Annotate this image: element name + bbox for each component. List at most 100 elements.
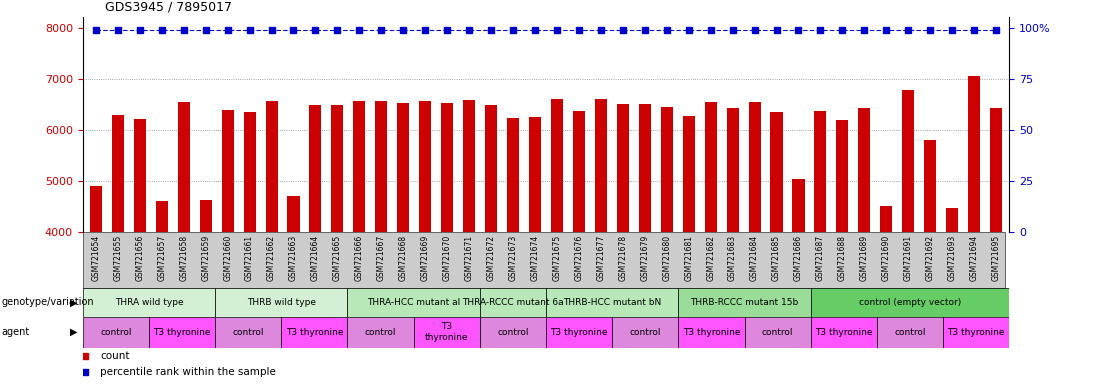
- Bar: [727, 108, 739, 232]
- Text: THRB-HCC mutant bN: THRB-HCC mutant bN: [563, 298, 662, 307]
- Text: count: count: [100, 351, 129, 361]
- Bar: [880, 206, 892, 232]
- Bar: [310, 105, 321, 232]
- Text: GSM721674: GSM721674: [531, 235, 539, 281]
- Text: GSM721657: GSM721657: [158, 235, 167, 281]
- Bar: [683, 116, 695, 232]
- Bar: [792, 179, 804, 232]
- Text: GSM721668: GSM721668: [399, 235, 408, 281]
- Bar: [811, 288, 1009, 317]
- Text: GSM721655: GSM721655: [114, 235, 122, 281]
- Text: THRA wild type: THRA wild type: [115, 298, 183, 307]
- Text: GSM721685: GSM721685: [772, 235, 781, 281]
- Text: GSM721681: GSM721681: [684, 235, 693, 281]
- Text: agent: agent: [1, 327, 30, 337]
- Bar: [288, 197, 300, 232]
- Bar: [678, 317, 745, 348]
- Text: GSM721658: GSM721658: [179, 235, 189, 281]
- Bar: [133, 119, 146, 232]
- Text: GSM721672: GSM721672: [486, 235, 495, 281]
- Text: GSM721683: GSM721683: [728, 235, 737, 281]
- Bar: [83, 317, 149, 348]
- Text: control: control: [630, 328, 661, 337]
- Text: GSM721654: GSM721654: [92, 235, 100, 281]
- Bar: [156, 200, 168, 232]
- Bar: [550, 99, 563, 232]
- Bar: [266, 101, 278, 232]
- Bar: [200, 200, 212, 232]
- Text: GSM721667: GSM721667: [377, 235, 386, 281]
- Bar: [89, 186, 101, 232]
- Text: GSM721659: GSM721659: [201, 235, 211, 281]
- Text: GSM721694: GSM721694: [970, 235, 978, 281]
- Text: GSM721661: GSM721661: [245, 235, 254, 281]
- Text: T3
thyronine: T3 thyronine: [425, 323, 469, 342]
- Bar: [595, 99, 607, 232]
- Bar: [836, 120, 848, 232]
- Bar: [215, 288, 347, 317]
- Bar: [414, 317, 480, 348]
- Text: GSM721686: GSM721686: [794, 235, 803, 281]
- Text: GSM721665: GSM721665: [333, 235, 342, 281]
- Bar: [244, 112, 256, 232]
- Bar: [222, 111, 234, 232]
- Bar: [811, 317, 877, 348]
- Bar: [745, 317, 811, 348]
- Text: GSM721689: GSM721689: [860, 235, 869, 281]
- Bar: [419, 101, 431, 232]
- Text: GSM721679: GSM721679: [640, 235, 650, 281]
- Text: GSM721676: GSM721676: [575, 235, 583, 281]
- Text: genotype/variation: genotype/variation: [1, 297, 94, 308]
- Bar: [814, 111, 826, 232]
- Text: control (empty vector): control (empty vector): [859, 298, 961, 307]
- Text: THRA-HCC mutant al: THRA-HCC mutant al: [367, 298, 460, 307]
- Text: GSM721660: GSM721660: [223, 235, 232, 281]
- Text: ▶: ▶: [69, 327, 77, 337]
- Bar: [943, 317, 1009, 348]
- Text: GSM721690: GSM721690: [881, 235, 891, 281]
- Bar: [678, 288, 811, 317]
- Text: GSM721662: GSM721662: [267, 235, 276, 281]
- Bar: [968, 76, 981, 232]
- Text: GSM721678: GSM721678: [619, 235, 628, 281]
- Bar: [83, 288, 215, 317]
- Text: GSM721673: GSM721673: [508, 235, 517, 281]
- Text: GSM721677: GSM721677: [597, 235, 606, 281]
- Text: GSM721671: GSM721671: [464, 235, 473, 281]
- Bar: [480, 317, 546, 348]
- Text: control: control: [233, 328, 264, 337]
- Bar: [877, 317, 943, 348]
- Bar: [149, 317, 215, 348]
- Bar: [749, 102, 761, 232]
- Text: GSM721692: GSM721692: [925, 235, 934, 281]
- Bar: [215, 317, 281, 348]
- Bar: [347, 317, 414, 348]
- Text: T3 thyronine: T3 thyronine: [550, 328, 608, 337]
- Bar: [902, 90, 914, 232]
- Text: THRA-RCCC mutant 6a: THRA-RCCC mutant 6a: [462, 298, 564, 307]
- Text: GSM721669: GSM721669: [420, 235, 430, 281]
- Text: control: control: [100, 328, 131, 337]
- Bar: [347, 288, 480, 317]
- Text: GDS3945 / 7895017: GDS3945 / 7895017: [105, 0, 232, 13]
- Bar: [507, 118, 520, 232]
- Bar: [375, 101, 387, 232]
- Bar: [397, 103, 409, 232]
- Text: T3 thyronine: T3 thyronine: [683, 328, 740, 337]
- Text: GSM721664: GSM721664: [311, 235, 320, 281]
- Bar: [485, 105, 497, 232]
- Bar: [705, 102, 717, 232]
- Bar: [858, 108, 870, 232]
- Bar: [178, 102, 190, 232]
- Text: GSM721666: GSM721666: [355, 235, 364, 281]
- Text: control: control: [895, 328, 925, 337]
- Text: T3 thyronine: T3 thyronine: [153, 328, 211, 337]
- Bar: [463, 100, 475, 232]
- Bar: [572, 111, 585, 232]
- Text: T3 thyronine: T3 thyronine: [286, 328, 343, 337]
- Text: GSM721691: GSM721691: [903, 235, 913, 281]
- Text: GSM721656: GSM721656: [136, 235, 144, 281]
- Text: control: control: [762, 328, 793, 337]
- Text: THRB-RCCC mutant 15b: THRB-RCCC mutant 15b: [690, 298, 799, 307]
- Text: T3 thyronine: T3 thyronine: [815, 328, 872, 337]
